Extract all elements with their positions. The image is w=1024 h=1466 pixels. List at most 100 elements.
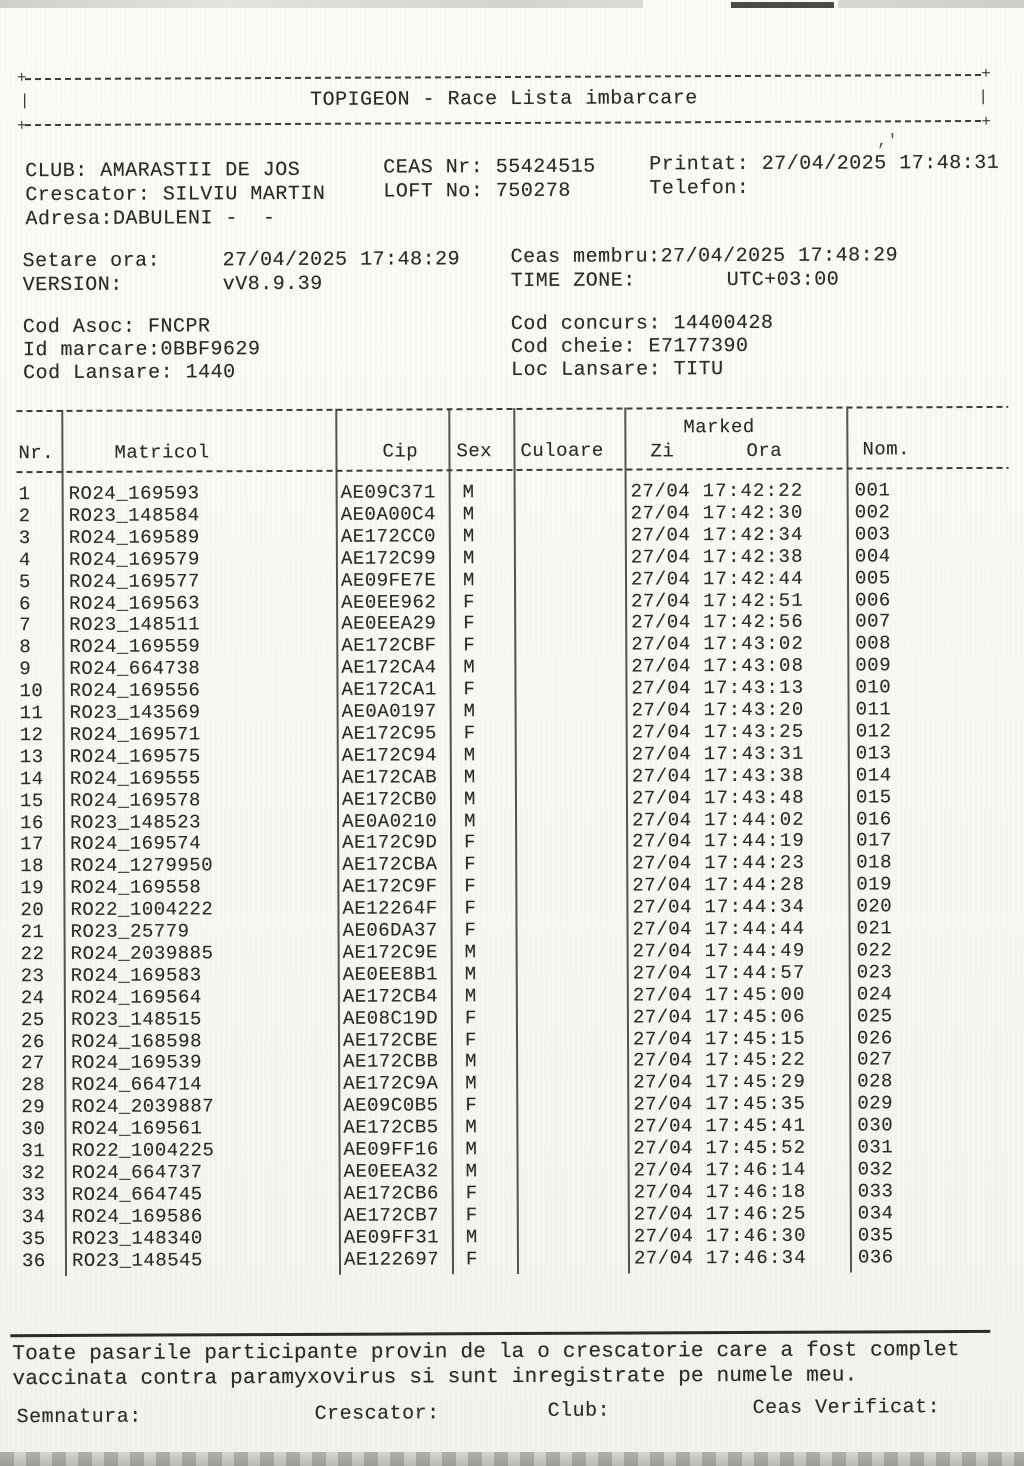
cell-nr: 20 [20,899,45,922]
cell-nr: 24 [20,986,45,1009]
scan-artifact-bottom-edge [0,1452,1024,1466]
cell-nr: 1 [18,483,31,506]
cell-nr: 2 [18,504,31,528]
cell-zi: 27/04 [631,721,692,744]
cell-matricol: RO23_143569 [69,701,201,724]
cell-matricol: RO24_2039885 [70,942,214,965]
cell-matricol: RO24_169559 [69,635,201,659]
cell-matricol: RO24_169558 [70,876,202,900]
cell-matricol: RO24_169589 [68,526,200,549]
cell-sex: F [464,1028,477,1051]
cell-zi: 27/04 [632,1005,693,1029]
cell-nr: 15 [19,789,44,812]
cell-sex: M [465,1116,478,1139]
cell-matricol: RO24_169539 [71,1051,203,1075]
cell-zi: 27/04 [630,480,691,503]
cell-nom: 019 [856,873,893,896]
cell-zi: 27/04 [632,940,693,963]
cell-zi: 27/04 [632,874,692,897]
cell-nom: 025 [856,1004,893,1028]
cell-ora: 17:45:41 [705,1114,807,1138]
declaration-line-2: vaccinata contra paramyxovirus si sunt i… [12,1364,858,1392]
cell-matricol: RO24_664738 [69,657,201,681]
cell-nr: 34 [21,1205,46,1228]
ceas-nr: CEAS Nr: 55424515 [383,155,596,180]
cell-nom: 030 [857,1114,894,1137]
cell-sex: F [464,875,477,898]
cell-nr: 4 [18,548,31,571]
cell-cip: AE172C94 [341,744,438,767]
club-name: CLUB: AMARASTII DE JOS [25,158,301,184]
header-zi: Zi [650,440,675,463]
cell-nom: 032 [857,1158,894,1181]
assoc-code: Cod Asoc: FNCPR [22,315,211,340]
launch-code: Cod Lansare: 1440 [23,361,236,386]
cell-ora: 17:44:44 [704,917,806,941]
cell-nom: 004 [854,545,891,568]
cell-ora: 17:46:25 [705,1202,807,1225]
cell-ora: 17:43:20 [703,698,805,722]
cell-cip: AE0A0210 [342,809,438,833]
cell-cip: AE172C95 [341,722,437,745]
cell-nom: 029 [857,1092,894,1115]
breeder-sign-label: Crescator: [314,1402,440,1426]
cell-matricol: RO24_169556 [69,679,201,703]
cell-nom: 033 [857,1180,894,1203]
cell-cip: AE172CBA [342,853,438,877]
cell-zi: 27/04 [631,743,692,766]
cell-nom: 009 [855,654,892,677]
cell-zi: 27/04 [630,502,691,525]
cell-zi: 27/04 [632,808,692,831]
cell-ora: 17:44:49 [704,939,806,963]
cell-sex: M [464,941,477,964]
cell-zi: 27/04 [631,633,691,656]
cell-nr: 23 [20,964,45,987]
cell-cip: AE0EE962 [341,590,437,614]
cell-nom: 012 [855,720,892,743]
cell-nr: 28 [21,1074,46,1097]
cell-ora: 17:46:18 [705,1180,807,1203]
cell-matricol: RO23_148523 [70,810,202,834]
cell-ora: 17:42:44 [702,567,804,590]
cell-cip: AE172CB4 [342,985,439,1008]
cell-nr: 31 [21,1140,46,1163]
cell-ora: 17:45:22 [705,1049,806,1072]
version-label: VERSION: [22,273,123,298]
cell-matricol: RO24_664745 [71,1183,203,1206]
cell-nr: 13 [19,745,44,768]
set-time-label: Setare ora: [22,249,161,274]
marking-id: Id marcare:0BBF9629 [22,338,261,363]
cell-ora: 17:42:38 [702,545,804,568]
cell-sex: M [463,765,476,788]
cell-zi: 27/04 [632,962,693,985]
cell-zi: 27/04 [633,1202,694,1226]
footer-rule [10,1329,991,1338]
cell-sex: M [462,481,475,504]
cell-nom: 006 [855,588,891,612]
cell-nom: 017 [856,829,892,852]
cell-nr: 27 [21,1052,45,1075]
cell-matricol: RO24_169574 [70,832,202,856]
cell-zi: 27/04 [630,567,691,591]
printed-at: Printat: 27/04/2025 17:48:31 [649,151,1000,177]
cell-sex: F [464,853,477,876]
cell-sex: F [463,612,476,635]
cell-sex: F [463,722,476,745]
cell-ora: 17:43:31 [703,742,805,765]
cell-nom: 018 [856,851,893,874]
cell-ora: 17:42:30 [702,501,804,525]
cell-cip: AE09C0B5 [343,1094,439,1117]
cell-sex: F [464,919,477,942]
cell-nr: 35 [21,1227,46,1250]
cell-zi: 27/04 [632,830,692,853]
cell-sex: M [463,743,476,767]
breeder-name: Crescator: SILVIU MARTIN [25,182,326,208]
cell-sex: M [465,1138,478,1161]
cell-zi: 27/04 [632,1027,693,1050]
cell-sex: F [463,678,476,701]
cell-cip: AE172CA1 [341,678,437,701]
clock-verified-label: Ceas Verificat: [752,1396,941,1420]
set-time-value: 27/04/2025 17:48:29 [222,248,461,273]
cell-ora: 17:42:22 [702,479,804,503]
cell-ora: 17:44:28 [704,873,806,897]
